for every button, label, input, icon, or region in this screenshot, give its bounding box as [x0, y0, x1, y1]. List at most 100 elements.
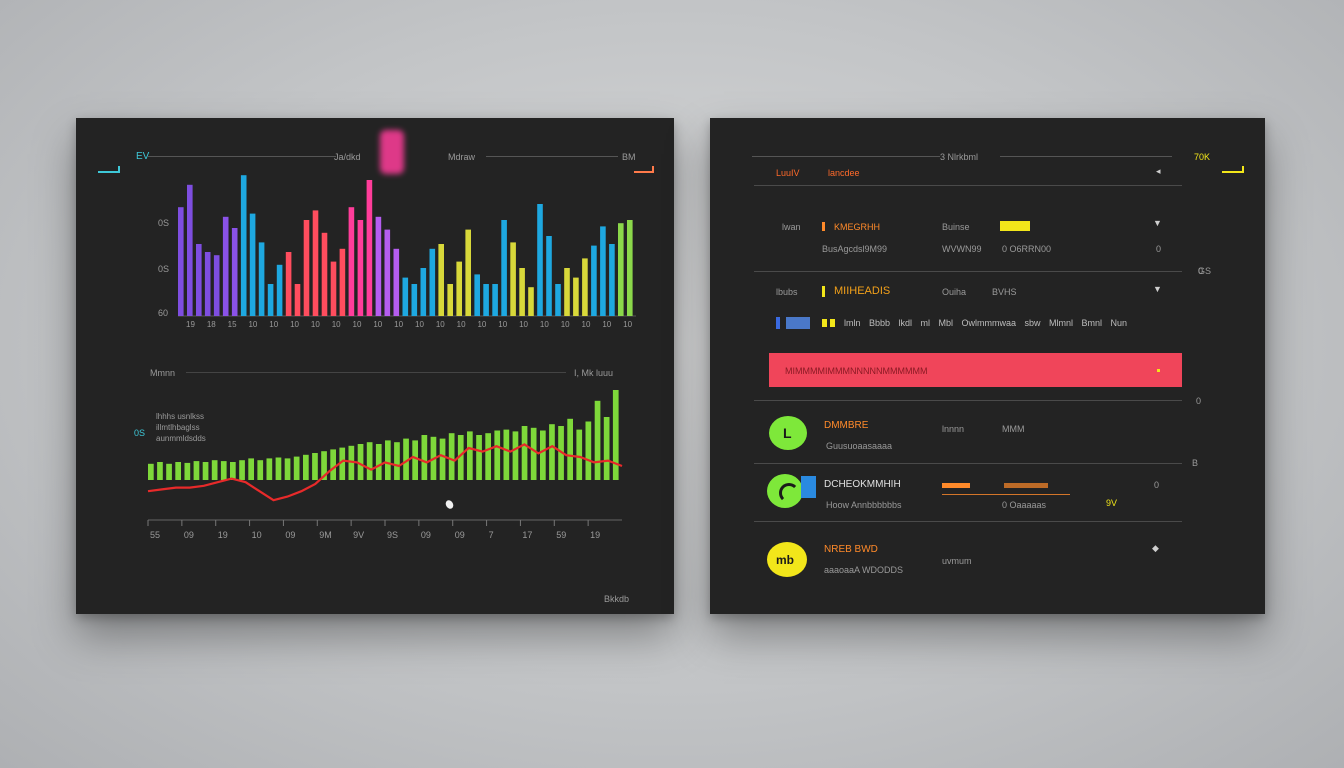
bottom-bar — [312, 453, 318, 480]
divider-5 — [754, 521, 1182, 522]
top-x-tick: 10 — [269, 320, 279, 329]
top-x-tick: 10 — [581, 320, 591, 329]
top-bar — [258, 242, 265, 316]
top-x-tick: 10 — [248, 320, 258, 329]
divider-1 — [754, 185, 1182, 186]
bottom-bar — [567, 418, 573, 480]
item2-dot: 0 — [1154, 480, 1160, 490]
row2-dropdown-icon[interactable]: ▼ — [1153, 284, 1162, 294]
bottom-x-tick: 55 — [150, 530, 161, 540]
top-bar — [492, 284, 498, 316]
banner-side: 0 — [1196, 396, 1202, 406]
top-bar — [519, 268, 525, 316]
top-bar — [573, 277, 579, 316]
bottom-bar — [257, 460, 264, 480]
legend-line-2: illmtlhbaglss — [156, 423, 200, 432]
item1-title[interactable]: DMMBRE — [824, 420, 869, 431]
item3-avatar[interactable]: mb — [767, 542, 807, 577]
item2-bar-1 — [942, 483, 970, 488]
bottom-x-tick: 09 — [285, 530, 296, 540]
top-x-tick: 10 — [415, 320, 424, 329]
bottom-x-tick: 19 — [217, 530, 228, 540]
top-bar — [294, 284, 301, 316]
bottom-bar — [293, 456, 300, 480]
top-bar — [267, 284, 274, 316]
top-bar — [357, 220, 364, 316]
bottom-x-tick: 09 — [183, 530, 194, 540]
item3-sub: aaaoaaA WDODDS — [824, 565, 904, 575]
bottom-bar — [412, 440, 418, 480]
item3-avatar-text: mb — [776, 553, 794, 567]
row1-value: 0 — [1156, 244, 1162, 254]
bottom-bar — [166, 463, 172, 480]
item2-bar-2 — [1004, 483, 1048, 488]
bottom-bar — [540, 430, 546, 480]
bottom-x-tick: 59 — [556, 530, 567, 540]
top-chart-label-mid1: Ja/dkd — [334, 152, 361, 162]
corner-mark-right — [634, 166, 654, 173]
item1-sub: Guusuoaasaaaa — [826, 441, 893, 451]
bottom-chart-rule — [186, 372, 566, 373]
top-bar — [420, 268, 427, 316]
item1-avatar-letter: L — [783, 425, 792, 441]
top-x-tick: 10 — [560, 320, 570, 329]
top-x-tick: 10 — [290, 320, 299, 329]
top-chart-label-mid2: Mdraw — [448, 152, 476, 162]
row1-dropdown-icon[interactable]: ▼ — [1153, 218, 1162, 228]
item2-marker: 9V — [1106, 498, 1118, 508]
top-bar — [285, 252, 292, 316]
alert-banner[interactable]: MIMMMMIMMMNNNNNMMMMMM — [769, 353, 1182, 387]
top-bar — [582, 258, 588, 316]
divider-3 — [754, 400, 1182, 401]
top-bar — [465, 229, 471, 316]
top-bar — [456, 261, 462, 316]
bottom-bar — [485, 433, 491, 480]
row1-label: lwan — [782, 222, 801, 232]
top-bar — [196, 244, 202, 316]
bottom-x-tick: 09 — [454, 530, 465, 540]
top-chart-y-tick-2: 0S — [158, 264, 170, 274]
top-bar — [222, 216, 229, 316]
bottom-x-tick: 7 — [488, 530, 494, 540]
bottom-bar — [348, 445, 355, 480]
bottom-bar — [193, 461, 200, 480]
top-bar — [330, 261, 337, 316]
bottom-bar — [330, 449, 336, 480]
bottom-bar — [394, 442, 400, 480]
top-bar — [384, 229, 391, 316]
bottom-x-tick: 9M — [319, 530, 332, 540]
row1-sub: BusAgcdsl9M99 — [822, 244, 888, 254]
bottom-x-tick: 17 — [522, 530, 533, 540]
top-bar-chart — [178, 175, 636, 317]
top-x-tick: 10 — [435, 320, 445, 329]
bottom-bar — [375, 444, 382, 480]
top-bar — [303, 220, 310, 316]
top-bar — [510, 242, 516, 316]
top-bar — [438, 244, 444, 316]
item2-title[interactable]: DCHEOKMMHIH — [824, 479, 901, 490]
row1-name[interactable]: KMEGRHH — [834, 222, 881, 232]
bottom-bar — [603, 417, 610, 480]
top-bar — [402, 277, 409, 316]
item3-title[interactable]: NREB BWD — [824, 544, 878, 555]
item1-avatar[interactable]: L — [769, 416, 807, 450]
top-bar — [375, 216, 382, 316]
top-bar — [600, 226, 606, 316]
strip-marker-yellow-1 — [822, 319, 827, 327]
title-chevron-icon[interactable]: ◂ — [1156, 166, 1161, 176]
top-bar — [483, 284, 489, 316]
strip-marker-bar — [786, 317, 810, 329]
top-x-tick: 10 — [602, 320, 612, 329]
top-bar — [348, 207, 355, 316]
item2-avatar[interactable] — [767, 474, 803, 508]
strip-marker-blue — [776, 317, 780, 329]
item3-diamond-icon[interactable]: ◆ — [1152, 543, 1159, 553]
row2-name[interactable]: MIIHEADIS — [834, 285, 891, 297]
top-bar — [555, 284, 561, 316]
bottom-chart-label-left: Mmnn — [150, 368, 176, 378]
top-bar — [627, 220, 633, 316]
row2-label: lbubs — [776, 287, 798, 297]
top-bar — [321, 232, 328, 316]
highlight-marker — [380, 130, 404, 174]
bottom-bar — [239, 460, 245, 480]
